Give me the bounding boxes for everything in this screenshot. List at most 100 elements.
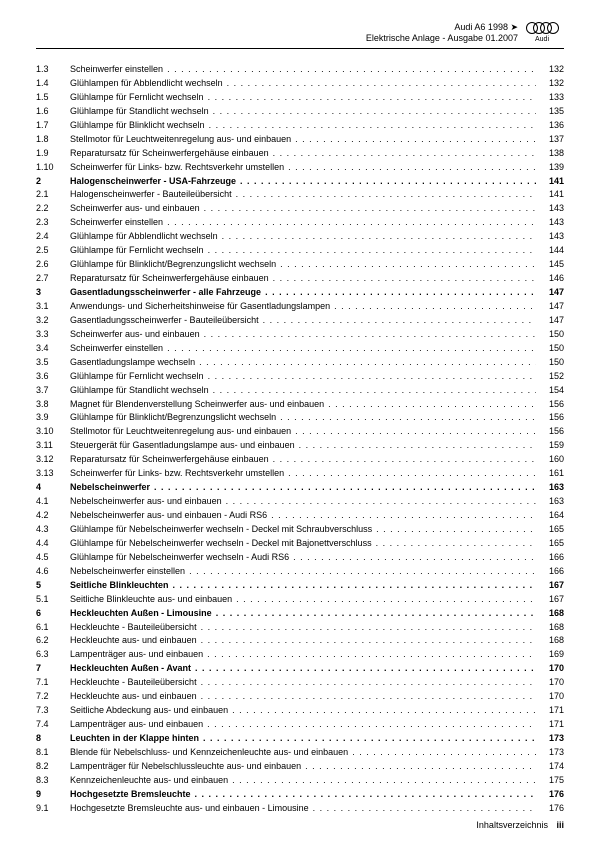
toc-title: Heckleuchte aus- und einbauen — [70, 634, 197, 648]
toc-page: 147 — [536, 314, 564, 328]
toc-title: Glühlampe für Blinklicht wechseln — [70, 119, 205, 133]
toc-title: Reparatursatz für Scheinwerfergehäuse ei… — [70, 453, 269, 467]
toc-page: 170 — [536, 662, 564, 676]
toc-title: Seitliche Blinkleuchten — [70, 579, 169, 593]
toc-row: 2Halogenscheinwerfer - USA-Fahrzeuge141 — [36, 175, 564, 189]
toc-title: Glühlampe für Abblendlicht wechseln — [70, 230, 218, 244]
toc-number: 6 — [36, 607, 70, 621]
toc-row: 6.2Heckleuchte aus- und einbauen168 — [36, 634, 564, 648]
toc-leader-dots — [291, 425, 536, 439]
toc-number: 4.4 — [36, 537, 70, 551]
toc-page: 164 — [536, 509, 564, 523]
toc-title: Heckleuchte - Bauteileübersicht — [70, 621, 197, 635]
toc-leader-dots — [295, 439, 536, 453]
toc-leader-dots — [228, 774, 536, 788]
toc-leader-dots — [222, 495, 536, 509]
toc-leader-dots — [261, 286, 536, 300]
toc-leader-dots — [197, 634, 536, 648]
toc-row: 3.7Glühlampe für Standlicht wechseln154 — [36, 384, 564, 398]
toc-number: 1.10 — [36, 161, 70, 175]
toc-title: Reparatursatz für Scheinwerfergehäuse ei… — [70, 147, 269, 161]
toc-title: Glühlampe für Blinklicht/Begrenzungslich… — [70, 258, 276, 272]
toc-row: 6Heckleuchten Außen - Limousine168 — [36, 607, 564, 621]
toc-title: Scheinwerfer einstellen — [70, 342, 163, 356]
toc-page: 176 — [536, 802, 564, 816]
page-header: Audi A6 1998 ➤ Elektrische Anlage - Ausg… — [36, 20, 564, 44]
toc-page: 132 — [536, 63, 564, 77]
toc-row: 2.4Glühlampe für Abblendlicht wechseln14… — [36, 230, 564, 244]
toc-number: 4.1 — [36, 495, 70, 509]
toc-page: 150 — [536, 356, 564, 370]
footer-page-number: iii — [556, 820, 564, 830]
table-of-contents: 1.3Scheinwerfer einstellen1321.4Glühlamp… — [36, 63, 564, 816]
toc-leader-dots — [301, 760, 536, 774]
toc-page: 174 — [536, 760, 564, 774]
toc-title: Leuchten in der Klappe hinten — [70, 732, 199, 746]
toc-page: 163 — [536, 481, 564, 495]
toc-title: Reparatursatz für Scheinwerfergehäuse ei… — [70, 272, 269, 286]
toc-leader-dots — [218, 230, 536, 244]
toc-leader-dots — [232, 188, 536, 202]
toc-number: 4 — [36, 481, 70, 495]
toc-row: 6.1Heckleuchte - Bauteileübersicht168 — [36, 621, 564, 635]
toc-row: 2.1Halogenscheinwerfer - Bauteileübersic… — [36, 188, 564, 202]
toc-title: Scheinwerfer einstellen — [70, 63, 163, 77]
toc-leader-dots — [324, 398, 536, 412]
toc-page: 176 — [536, 788, 564, 802]
toc-row: 9Hochgesetzte Bremsleuchte 176 — [36, 788, 564, 802]
toc-number: 1.3 — [36, 63, 70, 77]
toc-title: Heckleuchten Außen - Avant — [70, 662, 191, 676]
toc-page: 166 — [536, 565, 564, 579]
toc-title: Glühlampe für Standlicht wechseln — [70, 105, 209, 119]
toc-page: 173 — [536, 732, 564, 746]
toc-leader-dots — [232, 593, 536, 607]
toc-number: 8.1 — [36, 746, 70, 760]
toc-title: Halogenscheinwerfer - USA-Fahrzeuge — [70, 175, 236, 189]
toc-number: 4.3 — [36, 523, 70, 537]
toc-title: Glühlampe für Nebelscheinwerfer wechseln… — [70, 523, 372, 537]
toc-number: 7.3 — [36, 704, 70, 718]
toc-number: 7.2 — [36, 690, 70, 704]
toc-number: 3.12 — [36, 453, 70, 467]
toc-leader-dots — [236, 175, 536, 189]
toc-page: 147 — [536, 286, 564, 300]
toc-page: 173 — [536, 746, 564, 760]
toc-row: 6.3Lampenträger aus- und einbauen169 — [36, 648, 564, 662]
toc-number: 2.1 — [36, 188, 70, 202]
toc-row: 1.8Stellmotor für Leuchtweitenregelung a… — [36, 133, 564, 147]
toc-row: 3.5Gasentladungslampe wechseln150 — [36, 356, 564, 370]
toc-number: 9.1 — [36, 802, 70, 816]
toc-number: 9 — [36, 788, 70, 802]
toc-page: 146 — [536, 272, 564, 286]
toc-title: Scheinwerfer aus- und einbauen — [70, 328, 200, 342]
toc-title: Nebelscheinwerfer aus- und einbauen - Au… — [70, 509, 267, 523]
toc-row: 1.6Glühlampe für Standlicht wechseln135 — [36, 105, 564, 119]
toc-row: 1.7Glühlampe für Blinklicht wechseln136 — [36, 119, 564, 133]
toc-page: 169 — [536, 648, 564, 662]
toc-number: 3.9 — [36, 411, 70, 425]
toc-number: 1.5 — [36, 91, 70, 105]
toc-row: 7.2Heckleuchte aus- und einbauen170 — [36, 690, 564, 704]
toc-row: 4Nebelscheinwerfer163 — [36, 481, 564, 495]
toc-page: 137 — [536, 133, 564, 147]
toc-title: Blende für Nebelschluss- und Kennzeichen… — [70, 746, 348, 760]
toc-title: Steuergerät für Gasentladungslampe aus- … — [70, 439, 295, 453]
toc-page: 159 — [536, 439, 564, 453]
toc-leader-dots — [330, 300, 536, 314]
toc-leader-dots — [204, 370, 536, 384]
toc-row: 3.2Gasentladungsscheinwerfer - Bauteileü… — [36, 314, 564, 328]
toc-page: 165 — [536, 523, 564, 537]
toc-leader-dots — [212, 607, 536, 621]
toc-number: 2.7 — [36, 272, 70, 286]
toc-leader-dots — [205, 119, 536, 133]
toc-row: 8.3Kennzeichenleuchte aus- und einbauen1… — [36, 774, 564, 788]
toc-page: 175 — [536, 774, 564, 788]
toc-number: 3.13 — [36, 467, 70, 481]
toc-page: 168 — [536, 607, 564, 621]
toc-number: 3.4 — [36, 342, 70, 356]
toc-number: 6.1 — [36, 621, 70, 635]
toc-leader-dots — [284, 161, 536, 175]
toc-page: 160 — [536, 453, 564, 467]
toc-title: Hochgesetzte Bremsleuchte — [70, 788, 191, 802]
toc-leader-dots — [269, 453, 536, 467]
